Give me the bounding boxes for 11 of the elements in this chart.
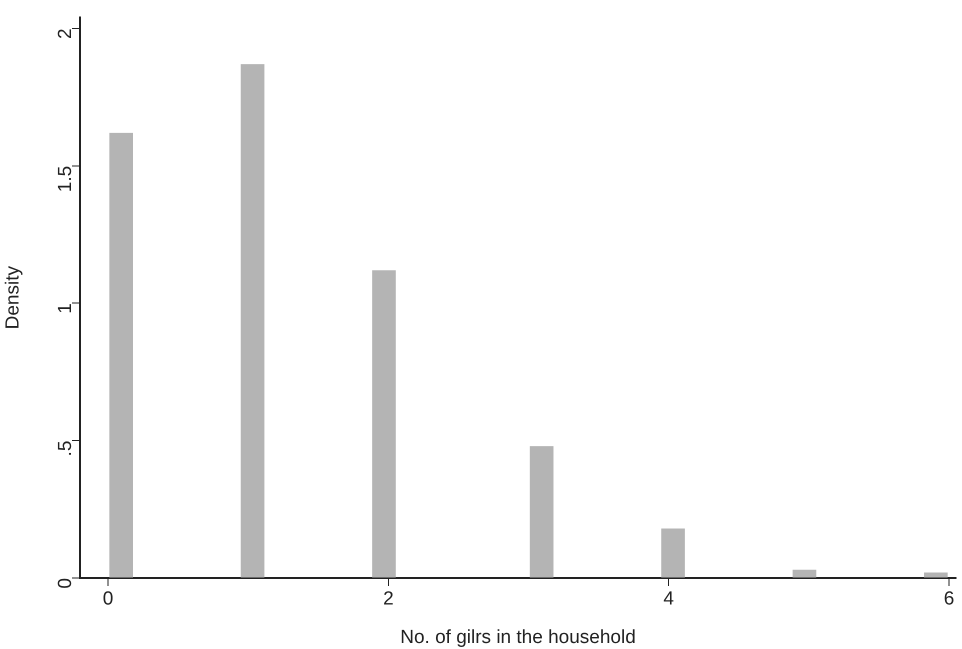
- y-tick-label: 0: [55, 578, 76, 589]
- x-tick-label: 4: [663, 588, 674, 610]
- y-tick-label: 1.5: [55, 166, 76, 192]
- y-tick-label: 1: [55, 303, 76, 314]
- y-tick-label: 2: [55, 28, 76, 39]
- x-tick-label: 6: [944, 588, 954, 610]
- y-axis-title: Density: [2, 266, 24, 330]
- y-tick-label: .5: [55, 440, 76, 456]
- x-axis-title: No. of gilrs in the household: [400, 626, 636, 648]
- x-tick-label: 2: [383, 588, 394, 610]
- x-tick-label: 0: [102, 588, 114, 610]
